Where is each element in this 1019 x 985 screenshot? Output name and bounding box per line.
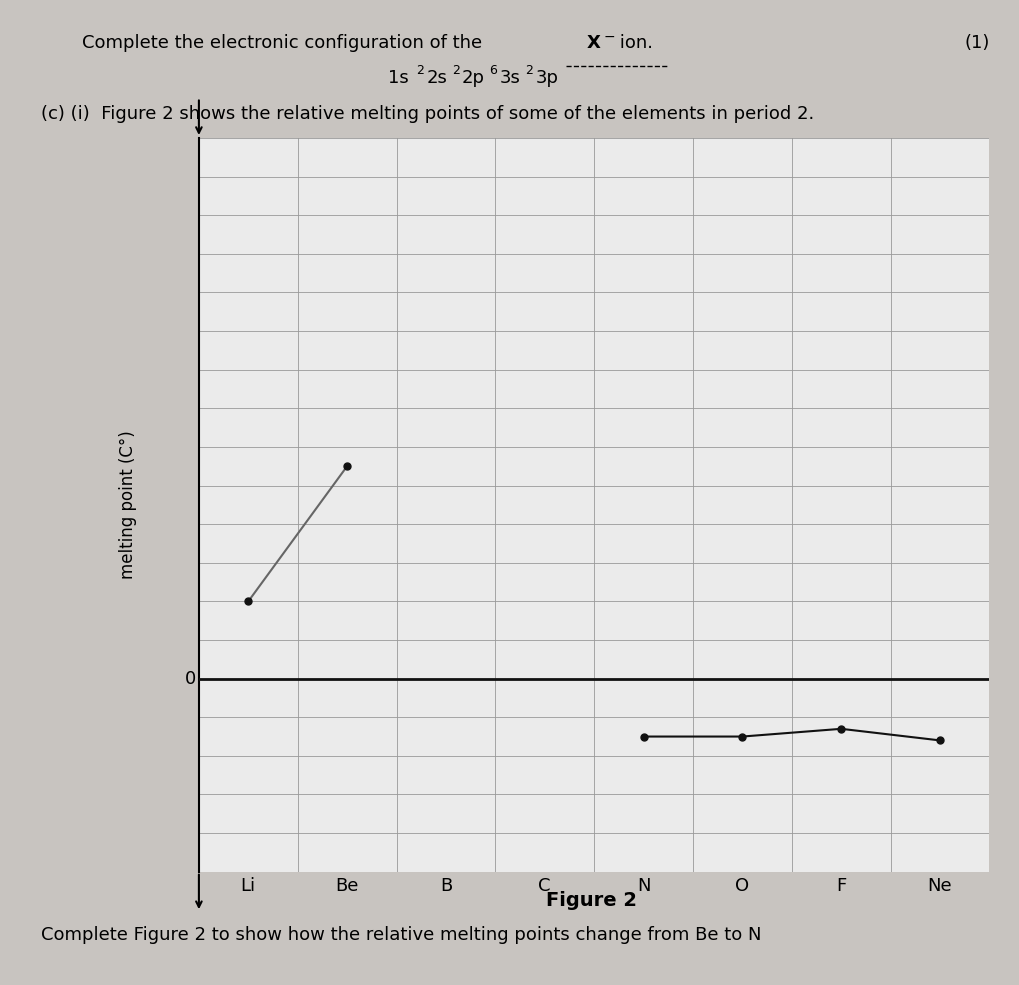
Text: 1s: 1s [387, 69, 408, 87]
Text: Complete Figure 2 to show how the relative melting points change from Be to N: Complete Figure 2 to show how the relati… [41, 926, 760, 944]
Text: (c) (i)  Figure 2 shows the relative melting points of some of the elements in p: (c) (i) Figure 2 shows the relative melt… [41, 105, 813, 123]
Text: 2: 2 [416, 64, 424, 77]
Text: 3p: 3p [535, 69, 558, 87]
Text: 6: 6 [489, 64, 497, 77]
Text: melting point (C°): melting point (C°) [118, 430, 137, 579]
Text: (1): (1) [963, 34, 988, 52]
Text: Complete the electronic configuration of the: Complete the electronic configuration of… [82, 34, 487, 52]
Text: 2p: 2p [462, 69, 485, 87]
Text: ion.: ion. [613, 34, 652, 52]
Text: Figure 2: Figure 2 [545, 891, 637, 910]
Text: 2s: 2s [426, 69, 446, 87]
Text: −: − [603, 30, 614, 43]
Text: 2: 2 [525, 64, 533, 77]
Text: X: X [586, 34, 600, 52]
Text: 3s: 3s [499, 69, 520, 87]
Text: 2: 2 [451, 64, 460, 77]
Text: 0: 0 [185, 670, 197, 688]
